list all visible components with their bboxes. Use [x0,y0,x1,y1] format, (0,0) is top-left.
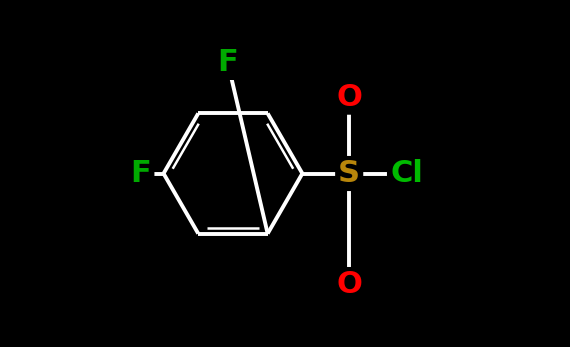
Text: O: O [336,270,362,299]
Text: Cl: Cl [390,159,423,188]
Text: F: F [131,159,152,188]
Text: F: F [217,48,238,77]
Text: S: S [338,159,360,188]
Text: O: O [336,83,362,112]
